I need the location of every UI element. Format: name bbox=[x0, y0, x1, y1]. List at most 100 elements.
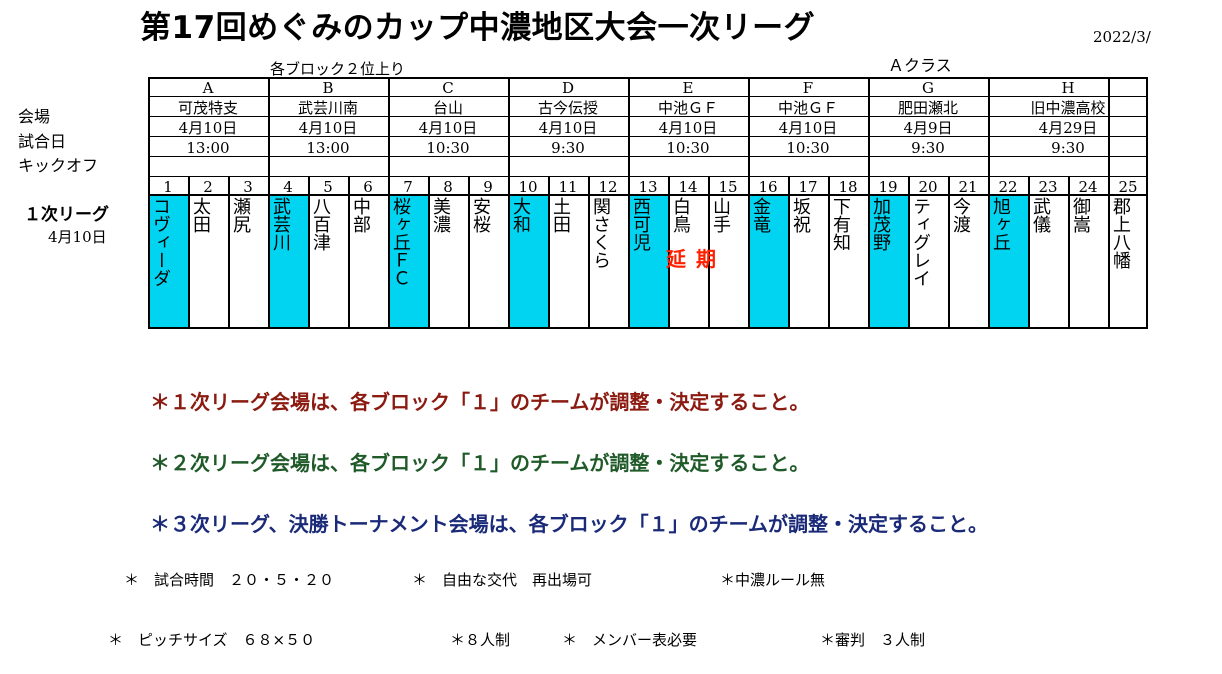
block-name: B bbox=[322, 79, 334, 97]
team-name: 坂祝 bbox=[790, 197, 811, 233]
class-label: Ａクラス bbox=[888, 56, 952, 75]
block-date: 4月10日 bbox=[298, 119, 358, 137]
table-rule bbox=[388, 77, 390, 329]
footer-local-rule: ＊中濃ルール無 bbox=[720, 571, 826, 589]
team-name: 桜ヶ丘ＦＣ bbox=[390, 197, 411, 287]
team-name: 大和 bbox=[510, 197, 531, 233]
team-name: 山手 bbox=[710, 197, 731, 233]
team-cell: 大和 bbox=[508, 195, 548, 329]
footer-substitution: ＊ 自由な交代 再出場可 bbox=[412, 571, 593, 589]
team-number: 9 bbox=[483, 178, 493, 196]
block-date: 4月29日 bbox=[1038, 119, 1098, 137]
team-cell: 旭ヶ丘 bbox=[988, 195, 1028, 329]
team-name: 土田 bbox=[550, 197, 571, 233]
block-date: 4月10日 bbox=[658, 119, 718, 137]
table-rule bbox=[268, 77, 270, 329]
block-date: 4月9日 bbox=[903, 119, 953, 137]
table-rule bbox=[868, 77, 870, 329]
table-rule bbox=[148, 96, 1148, 97]
block-venue: 旧中濃高校 bbox=[1030, 99, 1106, 117]
team-name: 瀬尻 bbox=[230, 197, 251, 233]
table-rule bbox=[148, 176, 1148, 177]
block-name: E bbox=[682, 79, 694, 97]
team-cell: 土田 bbox=[548, 195, 588, 329]
team-number: 18 bbox=[838, 178, 858, 196]
team-name: 白鳥 bbox=[670, 197, 691, 233]
table-rule bbox=[1028, 177, 1030, 329]
team-number: 1 bbox=[163, 178, 173, 196]
team-number: 16 bbox=[758, 178, 778, 196]
team-name: 金竜 bbox=[750, 197, 771, 233]
team-cell: 桜ヶ丘ＦＣ bbox=[388, 195, 428, 329]
table-rule bbox=[948, 177, 950, 329]
team-number: 5 bbox=[323, 178, 333, 196]
block-kickoff: 9:30 bbox=[551, 139, 585, 157]
team-number: 6 bbox=[363, 178, 373, 196]
block-kickoff: 9:30 bbox=[911, 139, 945, 157]
table-rule bbox=[668, 177, 670, 329]
table-rule bbox=[828, 177, 830, 329]
team-number: 10 bbox=[518, 178, 538, 196]
team-number: 25 bbox=[1118, 178, 1138, 196]
block-venue: 古今伝授 bbox=[537, 99, 598, 117]
team-cell: ティグレイ bbox=[908, 195, 948, 329]
team-name: 郡上八幡 bbox=[1110, 197, 1131, 269]
team-number: 19 bbox=[878, 178, 898, 196]
team-name: 西可児 bbox=[630, 197, 651, 251]
team-cell: 坂祝 bbox=[788, 195, 828, 329]
team-name: 旭ヶ丘 bbox=[990, 197, 1011, 251]
team-name: 美濃 bbox=[430, 197, 451, 233]
row-label-venue: 会場 bbox=[18, 107, 51, 126]
block-venue: 可茂特支 bbox=[177, 99, 238, 117]
team-cell: 中部 bbox=[348, 195, 388, 329]
table-rule bbox=[1068, 177, 1070, 329]
team-cell: コヴィーダ bbox=[148, 195, 188, 329]
table-rule bbox=[148, 327, 1148, 329]
table-rule bbox=[748, 77, 750, 329]
team-name: 八百津 bbox=[310, 197, 331, 251]
team-cell: 山手 bbox=[708, 195, 748, 329]
team-cell: 武芸川 bbox=[268, 195, 308, 329]
team-number: 2 bbox=[203, 178, 213, 196]
footer-match-time: ＊ 試合時間 ２０・５・２０ bbox=[124, 571, 335, 589]
table-rule bbox=[628, 77, 630, 329]
table-rule bbox=[508, 77, 510, 329]
team-number: 12 bbox=[598, 178, 618, 196]
team-cell: 郡上八幡 bbox=[1108, 195, 1148, 329]
footer-member-list: ＊ メンバー表必要 bbox=[562, 631, 698, 649]
table-rule bbox=[908, 177, 910, 329]
footer-referee: ＊審判 ３人制 bbox=[820, 631, 926, 649]
block-name: G bbox=[922, 79, 934, 97]
page-title: 第17回めぐみのカップ中濃地区大会一次リーグ bbox=[140, 10, 816, 46]
team-name: 中部 bbox=[350, 197, 371, 233]
team-cell: 西可児 bbox=[628, 195, 668, 329]
team-cell: 武儀 bbox=[1028, 195, 1068, 329]
team-number: 14 bbox=[678, 178, 698, 196]
team-number: 17 bbox=[798, 178, 818, 196]
block-venue: 中池ＧＦ bbox=[777, 99, 838, 117]
advance-note: 各ブロック２位上り bbox=[270, 60, 406, 78]
team-number: 4 bbox=[283, 178, 293, 196]
block-name: D bbox=[561, 79, 575, 97]
rule-third-league: ＊３次リーグ、決勝トーナメント会場は、各ブロック「１」のチームが調整・決定するこ… bbox=[150, 512, 988, 536]
team-name: 武儀 bbox=[1030, 197, 1051, 233]
team-number: 13 bbox=[638, 178, 658, 196]
block-date: 4月10日 bbox=[538, 119, 598, 137]
document-date: 2022/3/ bbox=[1093, 28, 1151, 46]
table-rule bbox=[1146, 77, 1148, 329]
table-rule bbox=[148, 136, 1148, 137]
block-date: 4月10日 bbox=[778, 119, 838, 137]
footer-pitch-size: ＊ ピッチサイズ ６８×５０ bbox=[108, 631, 316, 649]
team-number: 22 bbox=[998, 178, 1018, 196]
block-name: C bbox=[442, 79, 454, 97]
team-number: 8 bbox=[443, 178, 453, 196]
table-rule bbox=[148, 77, 150, 329]
team-number: 24 bbox=[1078, 178, 1098, 196]
team-name: 下有知 bbox=[830, 197, 851, 251]
team-cell: 白鳥 bbox=[668, 195, 708, 329]
team-number: 21 bbox=[958, 178, 978, 196]
team-number: 23 bbox=[1038, 178, 1058, 196]
team-number: 15 bbox=[718, 178, 738, 196]
block-date: 4月10日 bbox=[178, 119, 238, 137]
team-cell: 御嵩 bbox=[1068, 195, 1108, 329]
